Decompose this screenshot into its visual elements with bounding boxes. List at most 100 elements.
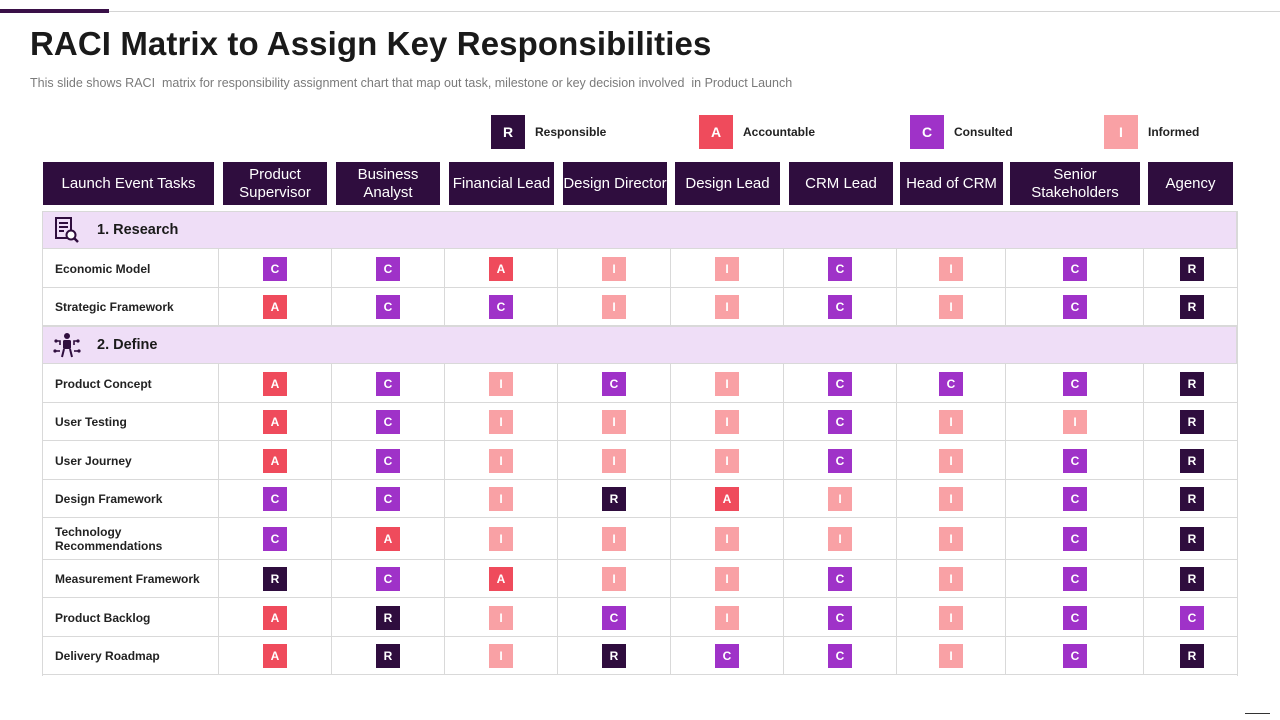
raci-badge: A xyxy=(263,295,287,319)
raci-badge: A xyxy=(376,527,400,551)
grid-vertical-line xyxy=(331,211,332,675)
raci-badge: C xyxy=(1180,606,1204,630)
grid-vertical-line xyxy=(444,211,445,675)
task-label: Measurement Framework xyxy=(55,572,200,586)
column-header: Senior Stakeholders xyxy=(1010,162,1140,205)
raci-badge: C xyxy=(263,257,287,281)
raci-badge: C xyxy=(376,257,400,281)
raci-badge: I xyxy=(489,449,513,473)
grid-border-line xyxy=(42,211,43,676)
grid-vertical-line xyxy=(218,211,219,675)
raci-badge: I xyxy=(939,449,963,473)
raci-badge: I xyxy=(939,606,963,630)
column-header: Business Analyst xyxy=(336,162,440,205)
task-label: Product Concept xyxy=(55,376,152,391)
raci-badge: I xyxy=(939,410,963,434)
grid-horizontal-line xyxy=(42,287,1238,288)
raci-badge: I xyxy=(1063,410,1087,434)
task-label: Design Framework xyxy=(55,492,163,506)
page-marker xyxy=(1245,713,1270,714)
raci-badge: I xyxy=(939,567,963,591)
raci-badge: C xyxy=(715,644,739,668)
raci-badge: I xyxy=(489,410,513,434)
raci-badge: I xyxy=(715,295,739,319)
column-header: CRM Lead xyxy=(789,162,893,205)
raci-badge: R xyxy=(1180,295,1204,319)
raci-badge: C xyxy=(1063,449,1087,473)
raci-badge: C xyxy=(828,257,852,281)
task-label: Technology Recommendations xyxy=(55,525,163,553)
column-header: Design Director xyxy=(563,162,667,205)
raci-badge: I xyxy=(715,410,739,434)
raci-badge: C xyxy=(1063,527,1087,551)
raci-badge: R xyxy=(1180,487,1204,511)
raci-badge: C xyxy=(828,644,852,668)
grid-vertical-line xyxy=(1005,211,1006,675)
raci-badge: I xyxy=(715,567,739,591)
raci-badge: I xyxy=(939,527,963,551)
legend-informed: I Informed xyxy=(1104,115,1199,149)
section-label: 1. Research xyxy=(97,222,179,238)
raci-badge: I xyxy=(602,410,626,434)
raci-badge: I xyxy=(489,372,513,396)
raci-badge: C xyxy=(1063,487,1087,511)
raci-badge: I xyxy=(939,644,963,668)
top-accent-bar xyxy=(0,9,109,13)
task-label: Product Backlog xyxy=(55,610,151,625)
task-label: Economic Model xyxy=(55,261,151,276)
raci-badge: C xyxy=(1063,567,1087,591)
raci-badge: R xyxy=(1180,372,1204,396)
column-header: Product Supervisor xyxy=(223,162,327,205)
grid-horizontal-line xyxy=(42,636,1238,637)
legend-accountable-box: A xyxy=(699,115,733,149)
top-divider xyxy=(0,11,1280,12)
raci-badge: R xyxy=(376,644,400,668)
raci-badge: I xyxy=(489,644,513,668)
raci-badge: I xyxy=(602,449,626,473)
raci-matrix-table: 1. Research Economic Model C C A I I C I C R Strate… xyxy=(42,211,1238,676)
raci-badge: I xyxy=(939,257,963,281)
raci-badge: C xyxy=(376,487,400,511)
raci-badge: C xyxy=(1063,606,1087,630)
raci-badge: R xyxy=(1180,644,1204,668)
research-document-icon xyxy=(53,216,81,244)
raci-badge: I xyxy=(939,487,963,511)
legend-accountable-label: Accountable xyxy=(743,125,816,139)
raci-badge: R xyxy=(602,644,626,668)
raci-badge: R xyxy=(1180,449,1204,473)
column-header: Head of CRM xyxy=(900,162,1003,205)
raci-badge: R xyxy=(602,487,626,511)
grid-horizontal-line xyxy=(42,517,1238,518)
column-header-tasks: Launch Event Tasks xyxy=(43,162,214,205)
task-label: Delivery Roadmap xyxy=(55,649,160,663)
raci-badge: I xyxy=(602,567,626,591)
raci-badge: I xyxy=(828,487,852,511)
raci-badge: C xyxy=(1063,644,1087,668)
raci-badge: C xyxy=(602,606,626,630)
raci-badge: I xyxy=(489,487,513,511)
legend-informed-label: Informed xyxy=(1148,125,1200,139)
grid-horizontal-line xyxy=(42,597,1238,598)
raci-badge: A xyxy=(489,567,513,591)
raci-badge: A xyxy=(489,257,513,281)
raci-badge: C xyxy=(376,449,400,473)
legend-informed-box: I xyxy=(1104,115,1138,149)
raci-badge: C xyxy=(376,410,400,434)
legend-consulted: C Consulted xyxy=(910,115,1013,149)
section-label: 2. Define xyxy=(97,337,158,353)
raci-badge: I xyxy=(715,449,739,473)
task-label: Strategic Framework xyxy=(55,300,174,314)
raci-badge: C xyxy=(1063,372,1087,396)
task-label: User Testing xyxy=(55,415,127,429)
grid-horizontal-line xyxy=(42,325,1238,326)
raci-badge: I xyxy=(489,606,513,630)
raci-badge: I xyxy=(715,527,739,551)
page-title: RACI Matrix to Assign Key Responsibiliti… xyxy=(30,25,712,62)
column-header: Financial Lead xyxy=(449,162,554,205)
raci-badge: A xyxy=(263,449,287,473)
raci-badge: R xyxy=(1180,410,1204,434)
column-header: Design Lead xyxy=(675,162,780,205)
raci-badge: I xyxy=(602,295,626,319)
grid-horizontal-line xyxy=(42,479,1238,480)
raci-badge: C xyxy=(376,295,400,319)
